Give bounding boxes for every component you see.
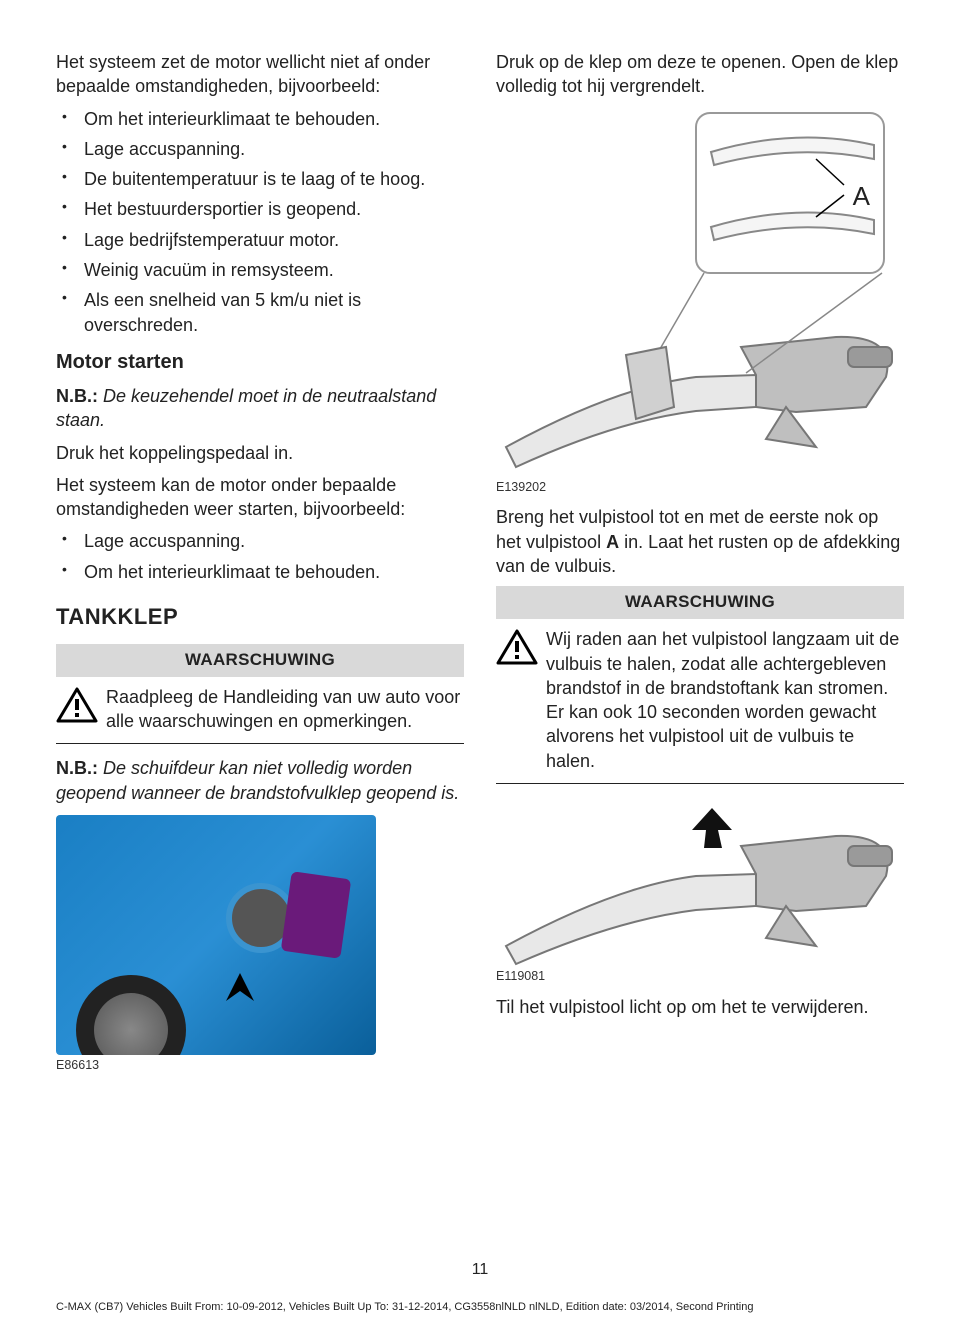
heading-tankklep: TANKKLEP — [56, 602, 464, 632]
open-flap-paragraph: Druk op de klep om deze te openen. Open … — [496, 50, 904, 99]
image-code-2: E139202 — [496, 479, 904, 496]
warning-box-1: WAARSCHUWING Raadpleeg de Handleiding va… — [56, 644, 464, 745]
left-column: Het systeem zet de motor wellicht niet a… — [56, 50, 464, 1084]
note-label: N.B.: — [56, 758, 98, 778]
image-code-3: E119081 — [496, 968, 904, 985]
heading-motor-starten: Motor starten — [56, 349, 464, 376]
list-item: Lage accuspanning. — [56, 529, 464, 553]
warning-text: Wij raden aan het vulpistool langzaam ui… — [546, 627, 904, 773]
warning-box-2: WAARSCHUWING Wij raden aan het vulpistoo… — [496, 586, 904, 784]
note-label: N.B.: — [56, 386, 98, 406]
note-2: N.B.: De schuifdeur kan niet volledig wo… — [56, 756, 464, 805]
list-item: Om het interieurklimaat te behouden. — [56, 107, 464, 131]
note-text: De keuzehendel moet in de neutraalstand … — [56, 386, 436, 430]
warning-header: WAARSCHUWING — [56, 644, 464, 677]
fuel-flap-image — [56, 815, 376, 1055]
page-number: 11 — [0, 1259, 960, 1281]
list-item: Het bestuurdersportier is geopend. — [56, 197, 464, 221]
intro-paragraph: Het systeem zet de motor wellicht niet a… — [56, 50, 464, 99]
conditions-list-1: Om het interieurklimaat te behouden. Lag… — [56, 107, 464, 337]
list-item: Lage accuspanning. — [56, 137, 464, 161]
insert-paragraph: Breng het vulpistool tot en met de eerst… — [496, 505, 904, 578]
list-item: Weinig vacuüm in remsysteem. — [56, 258, 464, 282]
warning-triangle-icon — [496, 629, 538, 665]
footer-text: C-MAX (CB7) Vehicles Built From: 10-09-2… — [56, 1300, 904, 1315]
list-item: Lage bedrijfstemperatuur motor. — [56, 228, 464, 252]
right-column: Druk op de klep om deze te openen. Open … — [496, 50, 904, 1084]
conditions-list-2: Lage accuspanning. Om het interieurklima… — [56, 529, 464, 584]
list-item: Om het interieurklimaat te behouden. — [56, 560, 464, 584]
clutch-paragraph: Druk het koppelingspedaal in. — [56, 441, 464, 465]
restart-paragraph: Het systeem kan de motor onder bepaalde … — [56, 473, 464, 522]
note-1: N.B.: De keuzehendel moet in de neutraal… — [56, 384, 464, 433]
list-item: De buitentemperatuur is te laag of te ho… — [56, 167, 464, 191]
list-item: Als een snelheid van 5 km/u niet is over… — [56, 288, 464, 337]
image-code-1: E86613 — [56, 1057, 464, 1074]
label-a: A — [853, 179, 870, 214]
warning-header: WAARSCHUWING — [496, 586, 904, 619]
note-text: De schuifdeur kan niet volledig worden g… — [56, 758, 459, 802]
remove-paragraph: Til het vulpistool licht op om het te ve… — [496, 995, 904, 1019]
warning-triangle-icon — [56, 687, 98, 723]
nozzle-remove-image — [496, 796, 904, 966]
warning-text: Raadpleeg de Handleiding van uw auto voo… — [106, 685, 464, 734]
nozzle-insert-image: A — [496, 107, 904, 477]
